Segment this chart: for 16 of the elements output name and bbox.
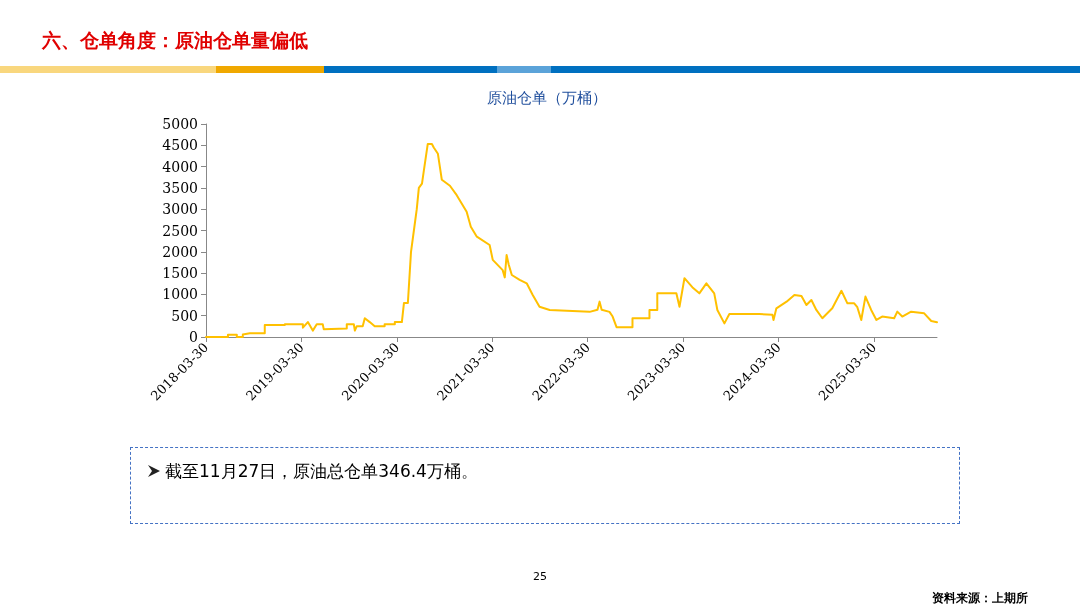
- y-tick-label: 1500: [162, 265, 198, 282]
- y-tick-label: 500: [171, 307, 198, 324]
- y-tick-label: 0: [189, 329, 198, 345]
- y-tick-label: 3500: [162, 179, 198, 196]
- text: 资料来源：上期所: [932, 590, 1028, 607]
- chart-subtitle: 原油仓单（万桶）: [487, 88, 607, 107]
- y-tick-label: 2000: [162, 243, 198, 260]
- y-tick-label: 4000: [162, 158, 198, 175]
- text: 25: [532, 570, 548, 583]
- y-tick-label: 1000: [162, 286, 198, 303]
- y-tick-label: 2500: [162, 222, 198, 239]
- y-tick-label: 3000: [162, 201, 198, 218]
- y-tick-label: 5000: [162, 116, 198, 132]
- y-tick-label: 4500: [162, 137, 198, 154]
- text: 截至11月27日，原油总仓单346.4万桶。: [165, 460, 478, 483]
- chart-title: 六、仓单角度：原油仓单量偏低: [42, 28, 308, 53]
